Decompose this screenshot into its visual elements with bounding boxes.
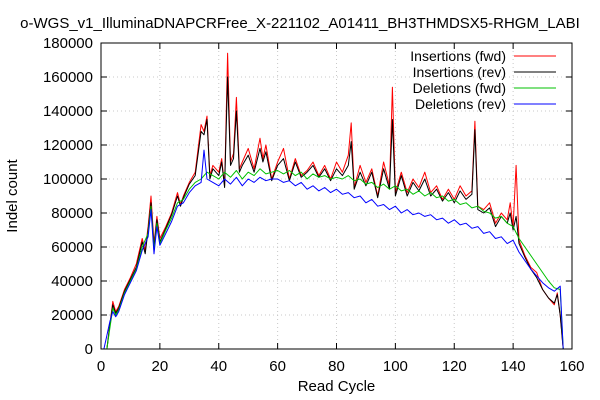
y-tick-label: 140000 — [43, 103, 93, 120]
y-axis-title: Indel count — [4, 158, 21, 232]
chart-title: o-WGS_v1_IlluminaDNAPCRFree_X-221102_A01… — [20, 15, 580, 32]
series-lines — [103, 52, 564, 350]
y-tick-label: 60000 — [51, 239, 93, 256]
series-line-4 — [103, 149, 564, 350]
y-tick-label: 160000 — [43, 69, 93, 86]
legend-label: Deletions (rev) — [415, 96, 506, 112]
y-tick-label: 100000 — [43, 171, 93, 188]
x-tick-label: 20 — [152, 358, 169, 375]
y-tick-label: 120000 — [43, 137, 93, 154]
x-tick-label: 0 — [97, 358, 105, 375]
x-tick-label: 100 — [383, 358, 408, 375]
x-axis-title: Read Cycle — [298, 378, 376, 395]
legend-label: Insertions (fwd) — [410, 48, 506, 64]
gridlines — [101, 43, 572, 349]
series-line-2 — [103, 76, 564, 350]
plot-frame — [100, 42, 573, 350]
y-tick-label: 80000 — [51, 205, 93, 222]
x-tick-label: 40 — [210, 358, 227, 375]
axis-ticks: 0 20 40 60 80 100 120 140 160 0 20000 40000 60000 800… — [43, 35, 585, 375]
y-tick-label: 20000 — [51, 307, 93, 324]
legend: Insertions (fwd)Insertions (rev)Deletion… — [410, 48, 556, 112]
legend-label: Insertions (rev) — [413, 64, 506, 80]
x-tick-label: 60 — [269, 358, 286, 375]
y-tick-label: 40000 — [51, 273, 93, 290]
y-tick-label: 0 — [85, 341, 93, 358]
series-line-1 — [103, 52, 564, 350]
x-tick-label: 120 — [442, 358, 467, 375]
legend-label: Deletions (fwd) — [413, 80, 506, 96]
y-tick-label: 180000 — [43, 35, 93, 52]
x-tick-label: 160 — [559, 358, 584, 375]
x-tick-label: 140 — [501, 358, 526, 375]
series-line-3 — [103, 168, 564, 350]
x-tick-label: 80 — [328, 358, 345, 375]
